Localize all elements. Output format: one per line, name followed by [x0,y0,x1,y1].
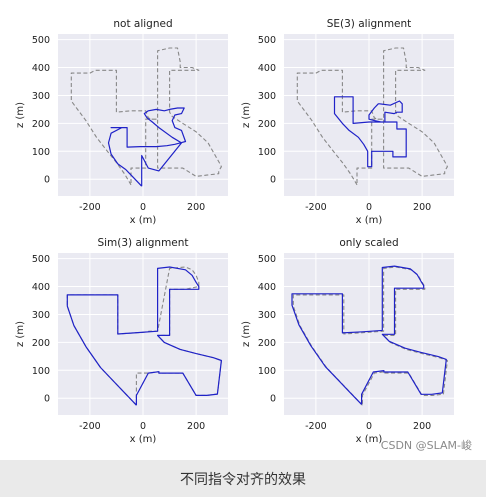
watermark-text: CSDN @SLAM-峻 [380,439,472,452]
x-tick-label: 0 [140,421,146,432]
estimate-trajectory-line [66,266,222,406]
panel-3: Sim(3) alignment -200 0 200 0 100 200 300 400 500… [15,237,228,445]
reference-trajectory-line [70,47,222,186]
x-tick-label: -200 [79,421,101,432]
x-tick-label: 200 [187,421,205,432]
y-tick-label: 400 [258,282,276,293]
y-tick-label: 300 [258,91,276,102]
y-tick-label: 500 [32,254,50,265]
y-axis-label: z (m) [15,321,26,347]
y-tick-label: 500 [32,35,50,46]
panel-title: only scaled [339,237,398,249]
x-axis-label: x (m) [130,434,157,445]
reference-trajectory-line [296,47,448,186]
x-axis-label: x (m) [130,215,157,226]
y-tick-label: 100 [258,366,276,377]
x-tick-label: -200 [305,421,327,432]
estimate-trajectory-line [291,265,447,405]
x-tick-label: 0 [366,421,372,432]
estimate-trajectory-line [333,96,407,168]
alignment-comparison-figure: not aligned -200 0 200 0 100 200 300 400 500 x (m)… [15,18,454,445]
x-tick-label: 200 [413,202,431,213]
estimate-trajectory-line [107,107,187,187]
panel-title: SE(3) alignment [327,18,412,30]
x-tick-label: 0 [140,202,146,213]
panel-4: only scaled -200 0 200 0 100 200 300 400 500 x (m)… [241,237,454,445]
y-tick-label: 100 [32,366,50,377]
y-tick-label: 400 [32,63,50,74]
panel-title: not aligned [113,18,172,30]
y-axis-label: z (m) [241,321,252,347]
y-tick-label: 500 [258,35,276,46]
y-tick-label: 0 [44,175,50,186]
x-tick-label: 200 [413,421,431,432]
panel-1: not aligned -200 0 200 0 100 200 300 400 500 x (m)… [15,18,228,226]
x-axis-label: x (m) [356,215,383,226]
y-tick-label: 200 [32,338,50,349]
y-tick-label: 100 [32,147,50,158]
panel-2: SE(3) alignment -200 0 200 0 100 200 300 400 500 x… [241,18,454,226]
y-tick-label: 300 [32,310,50,321]
caption-bar: 不同指令对齐的效果 [0,460,486,497]
x-axis-label: x (m) [356,434,383,445]
y-tick-label: 400 [32,282,50,293]
y-tick-label: 0 [270,175,276,186]
y-tick-label: 300 [258,310,276,321]
x-tick-label: 0 [366,202,372,213]
x-tick-label: -200 [305,202,327,213]
y-tick-label: 500 [258,254,276,265]
y-tick-label: 300 [32,91,50,102]
panel-title: Sim(3) alignment [97,237,188,249]
y-tick-label: 200 [258,119,276,130]
y-tick-label: 400 [258,63,276,74]
figure-caption: 不同指令对齐的效果 [180,471,306,488]
x-tick-label: -200 [79,202,101,213]
y-tick-label: 0 [44,394,50,405]
y-tick-label: 200 [32,119,50,130]
y-axis-label: z (m) [241,102,252,128]
y-axis-label: z (m) [15,102,26,128]
x-tick-label: 200 [187,202,205,213]
y-tick-label: 0 [270,394,276,405]
y-tick-label: 200 [258,338,276,349]
y-tick-label: 100 [258,147,276,158]
